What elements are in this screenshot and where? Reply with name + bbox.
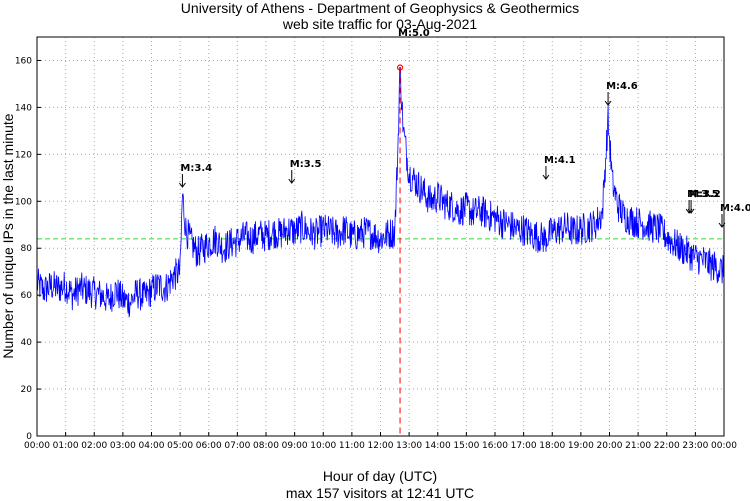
annotation-label: M:5.0 xyxy=(398,28,430,39)
annotation-arrowhead xyxy=(179,182,186,188)
y-tick-label: 140 xyxy=(15,103,32,113)
chart-title: University of Athens - Department of Geo… xyxy=(181,0,579,16)
annotation-label: M:3.4 xyxy=(180,163,212,174)
annotation-label: M:4.0 xyxy=(720,203,750,214)
max-marker xyxy=(396,64,404,436)
annotation-arrowhead xyxy=(604,100,612,106)
x-tick-label: 04:00 xyxy=(139,441,165,451)
x-tick-label: 12:00 xyxy=(368,441,394,451)
x-tick-label: 23:00 xyxy=(682,441,708,451)
y-tick-label: 0 xyxy=(26,432,32,442)
x-tick-label: 03:00 xyxy=(110,441,136,451)
y-axis-ticks: 0 20 40 60 80 100 120 140 160 xyxy=(15,56,41,442)
x-tick-label: 07:00 xyxy=(224,441,250,451)
y-axis-label: Number of unique IPs in the last minute xyxy=(0,113,16,358)
y-tick-label: 100 xyxy=(15,197,32,207)
annotation-label: M:3.5 xyxy=(687,189,719,200)
y-tick-label: 40 xyxy=(21,338,33,348)
x-tick-label: 00:00 xyxy=(24,441,50,451)
x-tick-label: 20:00 xyxy=(597,441,623,451)
x-tick-label: 19:00 xyxy=(568,441,594,451)
x-axis-ticks: 00:00 01:00 02:00 03:00 04:00 05:00 06:00 07:00… xyxy=(24,432,737,451)
annotation-label: M:3.5 xyxy=(290,159,322,170)
x-tick-label: 21:00 xyxy=(625,441,651,451)
annotation-arrowhead xyxy=(687,208,695,214)
annotation-label: M:4.6 xyxy=(606,81,638,92)
max-marker-point xyxy=(396,64,404,71)
y-tick-label: 60 xyxy=(21,291,33,301)
x-tick-label: 05:00 xyxy=(167,441,193,451)
y-tick-label: 80 xyxy=(21,244,33,254)
x-tick-label: 02:00 xyxy=(81,441,107,451)
x-tick-label: 22:00 xyxy=(654,441,680,451)
x-tick-label: 00:00 xyxy=(711,441,737,451)
x-tick-label: 15:00 xyxy=(453,441,479,451)
x-tick-label: 18:00 xyxy=(539,441,565,451)
x-axis-label: Hour of day (UTC) xyxy=(323,468,437,484)
y-tick-label: 20 xyxy=(21,385,33,395)
x-tick-label: 10:00 xyxy=(310,441,336,451)
annotation-arrowhead xyxy=(288,178,296,184)
x-tick-label: 08:00 xyxy=(253,441,279,451)
annotation-label: M:4.1 xyxy=(544,155,576,166)
x-tick-label: 09:00 xyxy=(282,441,308,451)
x-tick-label: 11:00 xyxy=(339,441,365,451)
x-tick-label: 06:00 xyxy=(196,441,222,451)
grid xyxy=(37,37,724,436)
x-tick-label: 16:00 xyxy=(482,441,508,451)
x-tick-label: 13:00 xyxy=(396,441,422,451)
x-tick-label: 17:00 xyxy=(511,441,537,451)
traffic-series xyxy=(36,67,725,318)
y-tick-label: 160 xyxy=(15,56,32,66)
x-tick-label: 14:00 xyxy=(425,441,451,451)
y-tick-label: 120 xyxy=(15,150,32,160)
earthquake-annotations: M:3.4 M:3.5M:5.0M:4.1M:4.6M:3.5M:3.2M:4.0 xyxy=(179,28,750,228)
chart-subtitle: web site traffic for 03-Aug-2021 xyxy=(282,16,478,32)
x-tick-label: 01:00 xyxy=(53,441,79,451)
max-visitors-footer: max 157 visitors at 12:41 UTC xyxy=(286,485,474,501)
series-line xyxy=(36,67,725,318)
annotation-arrowhead xyxy=(542,174,550,180)
annotation-label: M:3.2 xyxy=(689,189,721,200)
